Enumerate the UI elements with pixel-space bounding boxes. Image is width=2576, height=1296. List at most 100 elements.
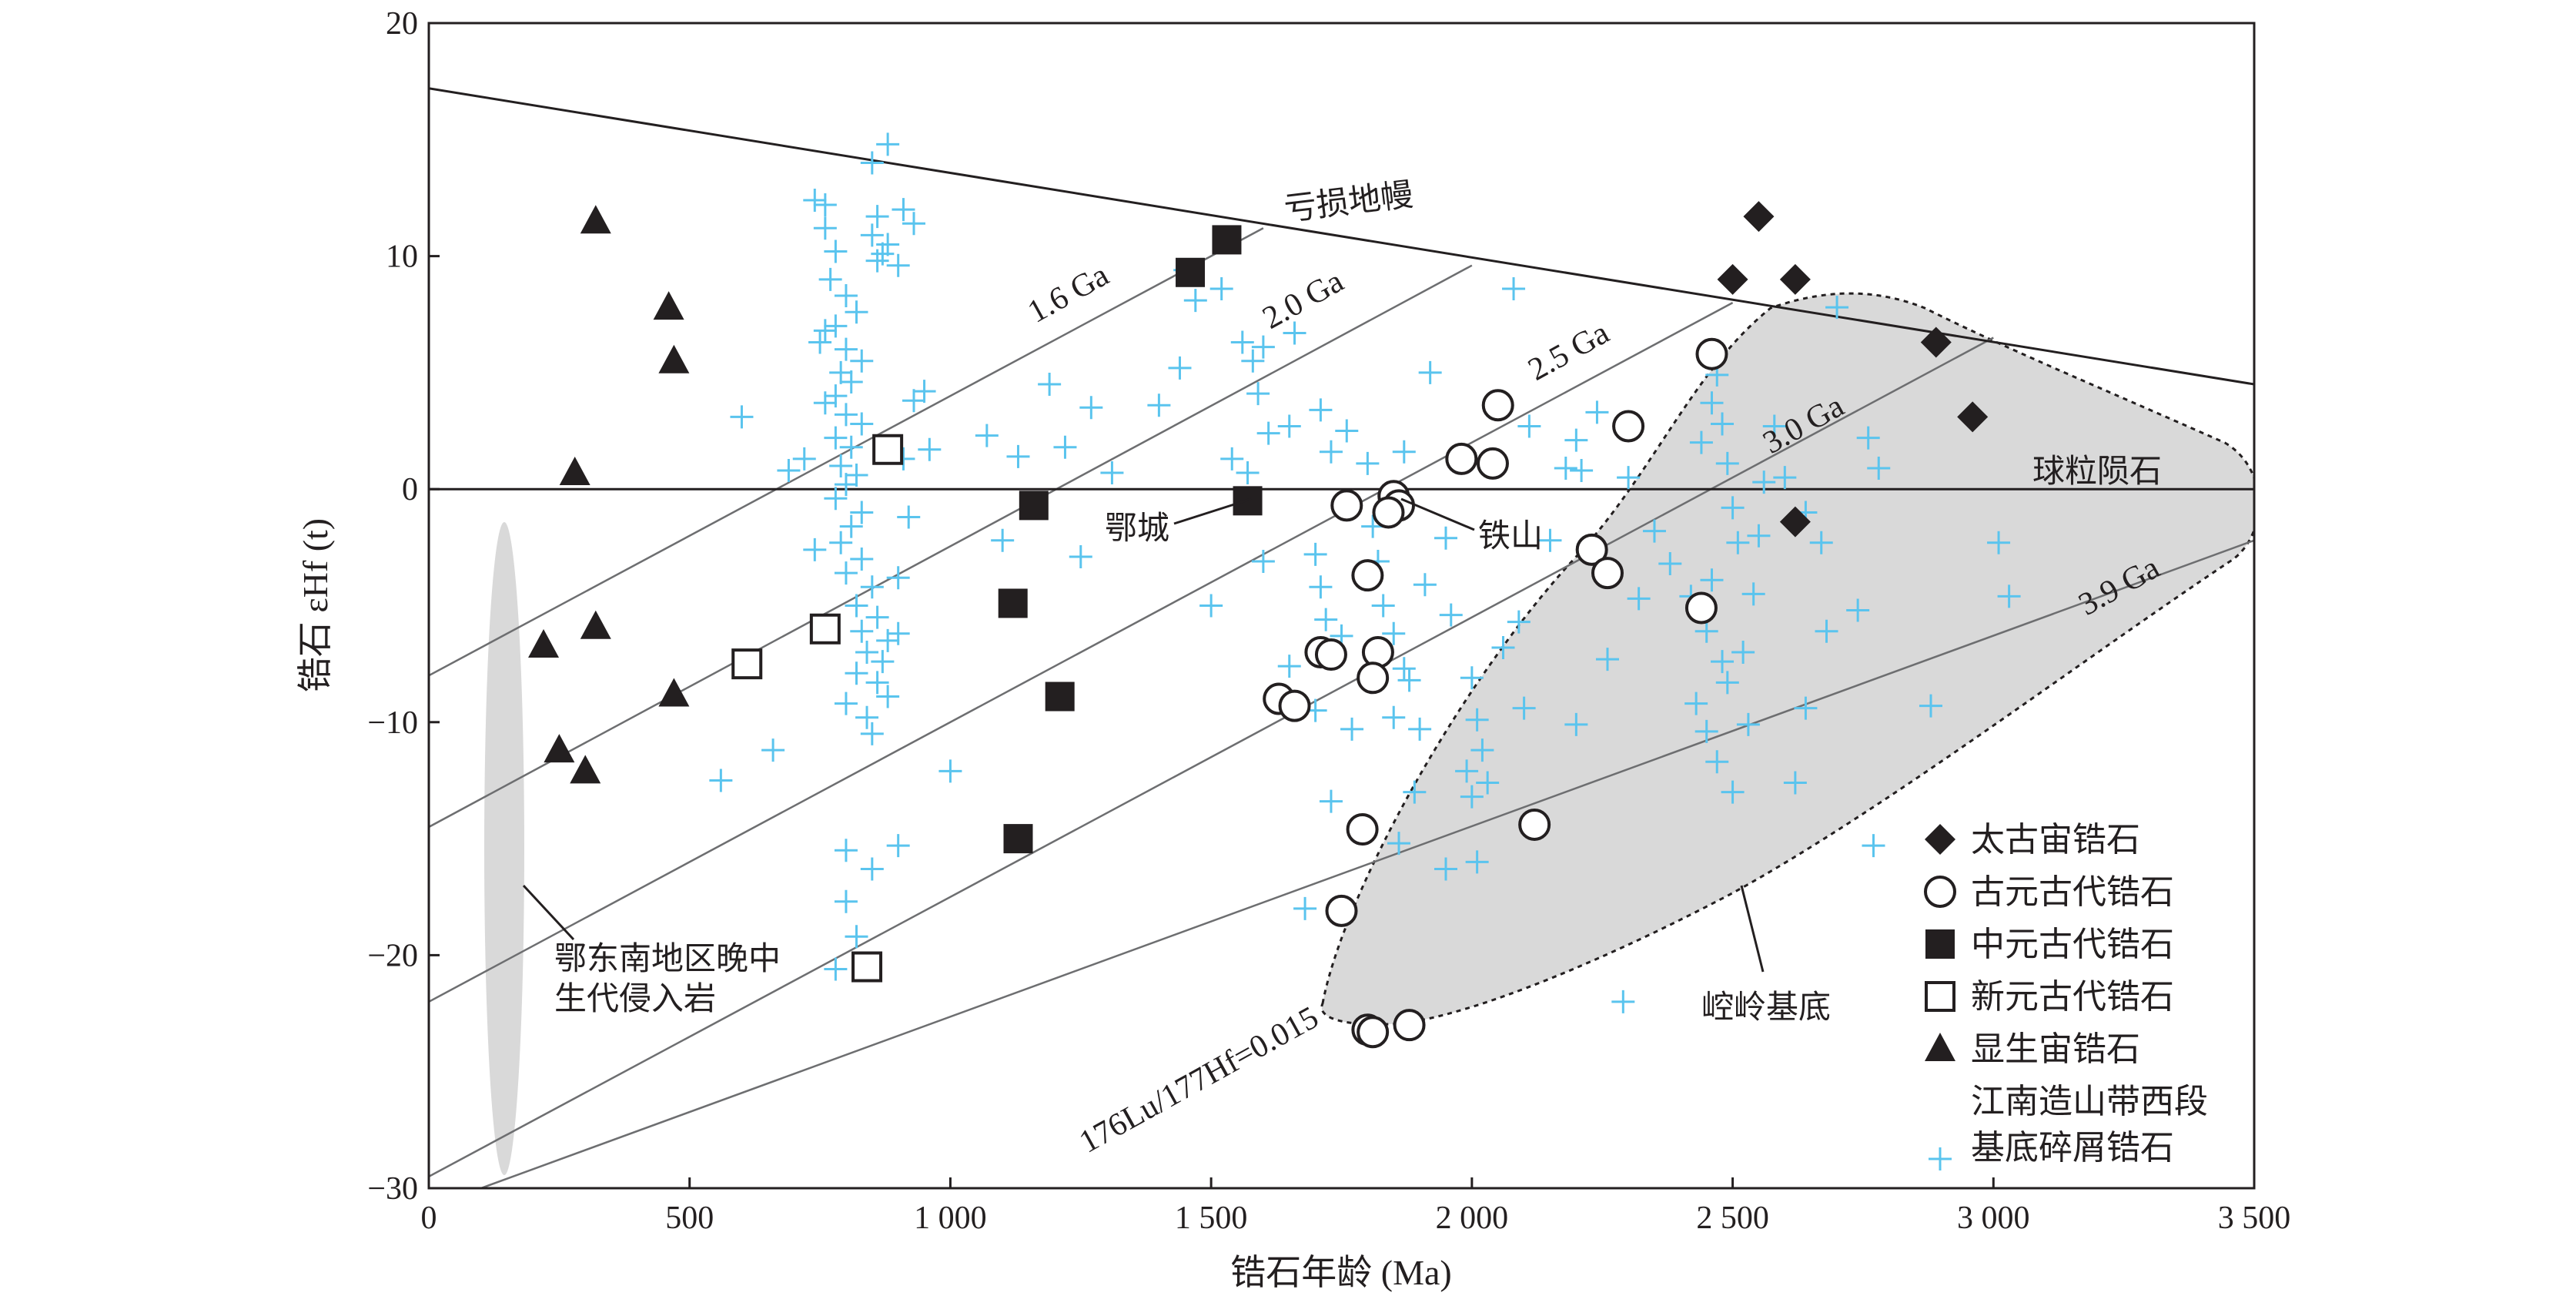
series-4-point-1 [653,291,684,320]
series-5-point-40 [845,594,868,618]
series-1-point-21 [1325,894,1358,927]
series-5-point-19 [808,330,832,354]
series-1-point-0 [1695,337,1728,370]
series-5-point-153 [1736,712,1760,736]
x-tick-label-5: 2 500 [1696,1201,1769,1236]
legend-label-3: 新元古代锆石 [1971,978,2174,1016]
series-4-point-4 [528,628,560,658]
series-5-point-63 [845,925,868,949]
series-5-point-124 [1340,717,1364,741]
y-tick-label-3: 0 [402,472,418,507]
evolution-line-0 [429,227,1264,677]
series-5-point-1 [860,151,884,175]
annotation-echeng: 鄂城 [1105,511,1169,547]
series-5-point-13 [824,239,848,263]
series-5-point-110 [1397,668,1421,692]
series-5-point-115 [1439,603,1463,627]
series-5-point-117 [1465,708,1489,732]
series-5-point-4 [902,212,926,236]
legend-label-5-line-1: 江南造山带西段 [1971,1083,2208,1120]
series-0-point-4 [1957,401,1989,433]
series-5-point-0 [876,132,900,156]
series-1-point-1 [1481,389,1514,422]
series-5-point-78 [1079,396,1103,420]
annotation-tieshan-leader [1400,497,1475,531]
series-0-point-1 [1717,263,1748,295]
series-5-point-172 [1997,584,2021,608]
depleted-mantle-line [429,87,2254,386]
series-5-point-125 [1319,789,1343,813]
series-5-point-87 [1251,335,1275,359]
series-1-point-9 [1575,533,1608,566]
series-5-point-102 [1251,550,1275,574]
series-5-point-11 [813,193,837,217]
series-5-point-175 [1512,696,1536,720]
series-4-point-0 [580,205,611,234]
series-5-point-49 [855,705,879,729]
annotation-intrusive-leader [522,884,575,941]
series-1-point-19 [1346,812,1379,846]
series-5-point-54 [897,505,921,529]
series-1-point-2 [1612,410,1645,443]
series-1-point-20 [1518,808,1551,841]
series-5-point-25 [813,391,837,415]
series-5-point-114 [1434,526,1457,550]
y-tick-label-2: −10 [367,705,418,741]
series-5-point-66 [730,405,754,429]
series-2-point-6 [1003,824,1033,854]
series-5-point-28 [824,426,848,450]
series-5-point-48 [834,692,858,715]
legend-item-0: 太古宙锆石 [1925,821,2140,859]
series-5-point-83 [1183,289,1207,313]
series-5-point-67 [709,769,733,792]
series-1-point-8 [1372,496,1405,529]
series-5-point-8 [865,249,889,273]
series-5-point-77 [1069,544,1092,568]
series-5-point-99 [1314,608,1338,631]
x-tick-label-2: 1 000 [914,1201,987,1236]
series-5-point-151 [1705,750,1729,774]
series-5-point-56 [902,389,926,413]
series-5-point-167 [1856,426,1880,450]
series-0-point-5 [1779,506,1811,537]
series-5-point-104 [1356,451,1380,475]
series-5-point-157 [1752,471,1776,494]
legend-marker-3 [1925,981,1955,1012]
series-5-point-120 [1476,771,1500,795]
evolution-line-1 [429,264,1473,829]
series-5-point-134 [1617,466,1641,490]
series-5-point-111 [1382,705,1406,729]
series-5-point-76 [1053,435,1077,459]
series-5-point-136 [1658,552,1682,576]
series-5-point-52 [886,621,910,645]
series-5-point-68 [761,738,785,762]
series-5-point-174 [1564,712,1588,736]
series-5-point-57 [912,380,936,404]
series-3-point-0 [872,434,904,465]
series-5-point-81 [1168,356,1192,380]
series-5-point-169 [1862,834,1885,858]
series-5-point-44 [855,641,879,665]
series-5-point-116 [1460,666,1484,690]
series-5-point-86 [1241,349,1265,373]
series-5-point-71 [777,458,801,482]
x-tick-label-0: 0 [421,1201,437,1236]
series-3-point-3 [851,951,883,983]
series-5-point-182 [1418,360,1442,384]
series-5-point-109 [1392,657,1416,681]
legend-item-4: 显生宙锆石 [1925,1030,2140,1068]
series-5-point-2 [892,198,915,222]
series-5-point-156 [1747,524,1771,548]
series-5-point-152 [1721,780,1745,804]
series-5-point-163 [1794,696,1818,720]
series-5-point-138 [1689,430,1713,454]
series-1-point-12 [1684,591,1718,625]
series-5-point-62 [834,889,858,913]
series-5-point-39 [860,575,884,599]
series-5-point-33 [824,487,848,511]
x-tick-label-4: 2 000 [1436,1201,1509,1236]
annotation-kongling-leader [1740,885,1765,973]
series-5-point-36 [829,531,853,554]
series-3 [731,434,904,983]
